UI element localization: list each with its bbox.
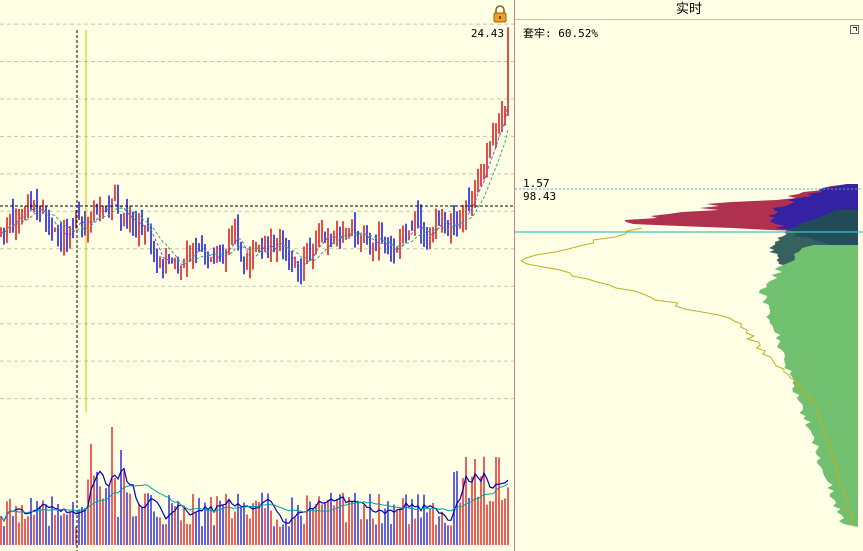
highest-price-label: 24.43 bbox=[471, 27, 504, 40]
chip-outline-curve bbox=[520, 227, 855, 526]
price-volume-chart[interactable]: 24.43 bbox=[0, 0, 514, 551]
chip-upper-label: 1.57 bbox=[523, 177, 550, 190]
chip-lower-label: 98.43 bbox=[523, 190, 556, 203]
ma-line bbox=[0, 103, 509, 268]
lock-icon[interactable] bbox=[491, 5, 509, 23]
chip-area-trapped bbox=[758, 245, 858, 527]
trapped-ratio-label: 套牢: 60.52% bbox=[523, 27, 598, 40]
panel-divider bbox=[514, 0, 515, 551]
volume-bars bbox=[0, 427, 509, 545]
chip-distribution-panel: 1.57 98.43 实时 套牢: 60.52% bbox=[515, 0, 863, 551]
ma-line bbox=[0, 129, 509, 263]
volume-ma-line bbox=[0, 483, 509, 523]
tab-realtime[interactable]: 实时 bbox=[515, 0, 863, 20]
expand-icon[interactable] bbox=[850, 25, 859, 34]
